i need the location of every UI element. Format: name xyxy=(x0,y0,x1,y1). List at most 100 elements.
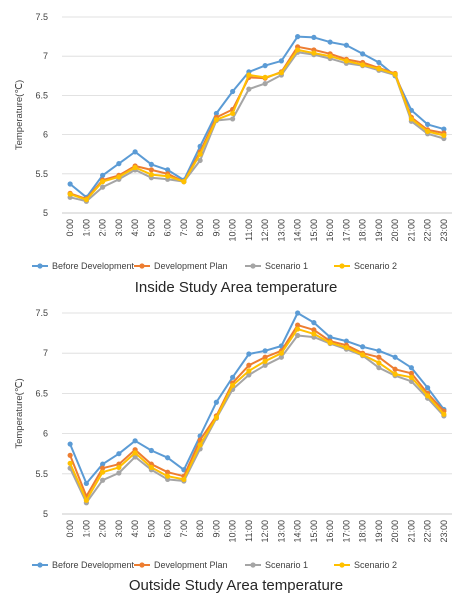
x-tick-label: 18:00 xyxy=(358,520,368,543)
y-tick-label: 5 xyxy=(43,208,48,218)
data-point xyxy=(116,174,122,180)
data-point xyxy=(246,351,252,357)
series-line xyxy=(69,48,445,201)
x-tick-label: 21:00 xyxy=(406,520,416,543)
series-4 xyxy=(67,47,447,203)
data-point xyxy=(213,117,219,123)
legend-swatch-marker xyxy=(339,562,345,568)
data-point xyxy=(132,438,138,444)
data-point xyxy=(67,181,73,187)
data-point xyxy=(67,460,73,466)
x-tick-label: 14:00 xyxy=(293,219,303,242)
x-tick-label: 22:00 xyxy=(423,520,433,543)
x-tick-label: 14:00 xyxy=(293,520,303,543)
data-point xyxy=(230,88,236,95)
legend-item: Before Development xyxy=(32,560,135,570)
x-tick-label: 8:00 xyxy=(195,520,205,538)
data-point xyxy=(295,322,301,328)
x-tick-label: 1:00 xyxy=(81,219,91,237)
legend-swatch-marker xyxy=(339,263,345,269)
chart-caption: Inside Study Area temperature xyxy=(135,279,338,296)
data-point xyxy=(100,465,106,471)
x-tick-label: 21:00 xyxy=(406,219,416,242)
data-point xyxy=(425,385,431,391)
legend-item: Scenario 1 xyxy=(245,261,308,271)
y-tick-label: 7.5 xyxy=(35,12,48,22)
data-point xyxy=(116,464,122,470)
data-point xyxy=(360,352,366,358)
legend-label: Scenario 1 xyxy=(265,560,308,570)
data-point xyxy=(262,354,268,360)
data-point xyxy=(360,344,366,350)
data-point xyxy=(148,464,154,470)
legend-item: Before Development xyxy=(32,261,135,271)
data-point xyxy=(262,362,268,368)
x-tick-label: 11:00 xyxy=(244,520,254,542)
data-point xyxy=(278,354,284,360)
legend: Before Development Development Plan Scenar… xyxy=(32,261,397,271)
data-point xyxy=(327,53,333,59)
x-tick-label: 11:00 xyxy=(244,219,254,241)
data-point xyxy=(392,366,398,372)
series-line xyxy=(69,334,445,504)
data-point xyxy=(132,454,138,460)
legend-label: Development Plan xyxy=(154,261,228,271)
legend-item: Development Plan xyxy=(134,261,228,271)
data-point xyxy=(230,110,236,117)
y-tick-label: 6.5 xyxy=(35,90,48,100)
data-point xyxy=(360,51,366,57)
data-point xyxy=(197,151,203,157)
series-2 xyxy=(67,322,447,499)
data-point xyxy=(311,331,317,337)
y-tick-label: 6 xyxy=(43,130,48,140)
data-point xyxy=(392,71,398,77)
legend-label: Before Development xyxy=(52,560,135,570)
data-point xyxy=(246,72,252,78)
data-point xyxy=(197,442,203,448)
legend-item: Scenario 1 xyxy=(245,560,308,570)
data-point xyxy=(83,497,89,503)
data-point xyxy=(100,477,106,483)
data-point xyxy=(116,470,122,476)
series-1 xyxy=(67,310,447,487)
x-tick-label: 12:00 xyxy=(260,219,270,242)
x-tick-label: 13:00 xyxy=(276,520,286,543)
data-point xyxy=(246,372,252,378)
data-point xyxy=(311,327,317,333)
data-point xyxy=(392,371,398,377)
x-tick-label: 20:00 xyxy=(390,520,400,543)
x-tick-label: 20:00 xyxy=(390,219,400,242)
series-line xyxy=(69,328,445,502)
data-point xyxy=(343,344,349,351)
y-tick-label: 7 xyxy=(43,51,48,61)
data-point xyxy=(197,157,203,164)
legend-label: Scenario 1 xyxy=(265,261,308,271)
x-tick-label: 3:00 xyxy=(114,219,124,237)
data-point xyxy=(376,354,382,360)
data-point xyxy=(376,59,382,66)
data-point xyxy=(343,338,349,344)
legend-item: Development Plan xyxy=(134,560,228,570)
legend-item: Scenario 2 xyxy=(334,560,397,570)
data-point xyxy=(67,191,73,197)
legend-swatch-marker xyxy=(250,263,256,269)
data-point xyxy=(278,70,284,76)
data-point xyxy=(311,34,317,40)
x-tick-label: 23:00 xyxy=(439,219,449,242)
series-line xyxy=(69,312,445,485)
data-point xyxy=(262,63,268,69)
x-tick-label: 4:00 xyxy=(130,219,140,237)
data-point xyxy=(83,197,89,203)
x-tick-label: 22:00 xyxy=(423,219,433,242)
x-tick-label: 5:00 xyxy=(146,219,156,237)
y-tick-label: 5.5 xyxy=(35,169,48,179)
data-point xyxy=(67,452,73,458)
data-point xyxy=(360,62,366,68)
legend-swatch-marker xyxy=(139,562,145,568)
x-tick-label: 16:00 xyxy=(325,219,335,242)
data-point xyxy=(213,110,219,117)
legend-label: Scenario 2 xyxy=(354,560,397,570)
data-point xyxy=(100,184,106,190)
data-point xyxy=(116,161,122,167)
